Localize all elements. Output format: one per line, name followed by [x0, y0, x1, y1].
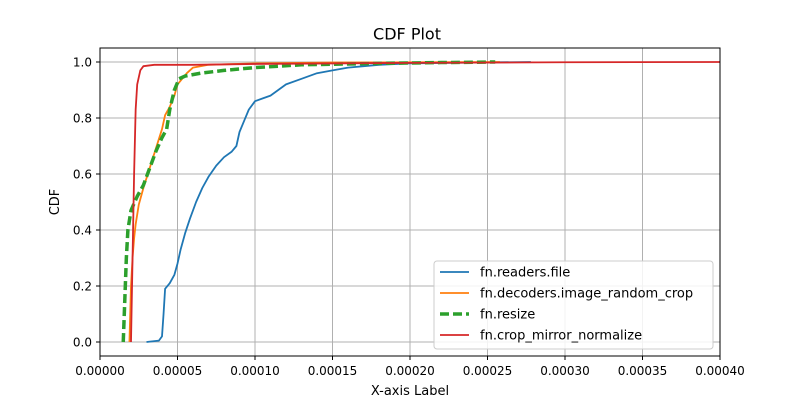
chart-title: CDF Plot: [373, 25, 441, 44]
x-tick-label: 0.00015: [308, 364, 358, 378]
legend-label: fn.crop_mirror_normalize: [480, 329, 642, 344]
y-axis-ticks: 0.0 0.2 0.4 0.6 0.8 1.0: [73, 56, 100, 350]
x-tick-label: 0.00010: [230, 364, 280, 378]
legend: fn.readers.file fn.decoders.image_random_…: [433, 260, 714, 350]
x-tick-label: 0.00000: [75, 364, 125, 378]
y-tick-label: 0.2: [73, 280, 92, 294]
legend-box: [433, 260, 714, 350]
legend-label: fn.decoders.image_random_crop: [480, 287, 693, 302]
legend-label: fn.readers.file: [480, 266, 570, 281]
y-tick-label: 0.0: [73, 336, 92, 350]
x-tick-label: 0.00020: [385, 364, 435, 378]
x-tick-label: 0.00025: [463, 364, 513, 378]
y-tick-label: 1.0: [73, 56, 92, 70]
series-line-fn-decoders-image-random-crop: [128, 61, 500, 343]
series-line-fn-readers-file: [146, 61, 531, 343]
series-line-fn-resize: [121, 60, 496, 343]
legend-label: fn.resize: [480, 308, 535, 323]
series-line-fn-crop-mirror-normalize: [130, 61, 721, 343]
x-tick-label: 0.00040: [695, 364, 745, 378]
x-tick-label: 0.00035: [618, 364, 668, 378]
y-axis-title: CDF: [48, 189, 63, 216]
y-tick-label: 0.6: [73, 168, 92, 182]
y-tick-label: 0.4: [73, 224, 92, 238]
x-axis-title: X-axis Label: [371, 384, 449, 399]
x-tick-label: 0.00005: [153, 364, 203, 378]
x-tick-label: 0.00030: [540, 364, 590, 378]
series-group: [121, 60, 721, 343]
y-tick-label: 0.8: [73, 112, 92, 126]
x-axis-ticks: 0.00000 0.00005 0.00010 0.00015 0.00020 0.000…: [75, 356, 745, 378]
